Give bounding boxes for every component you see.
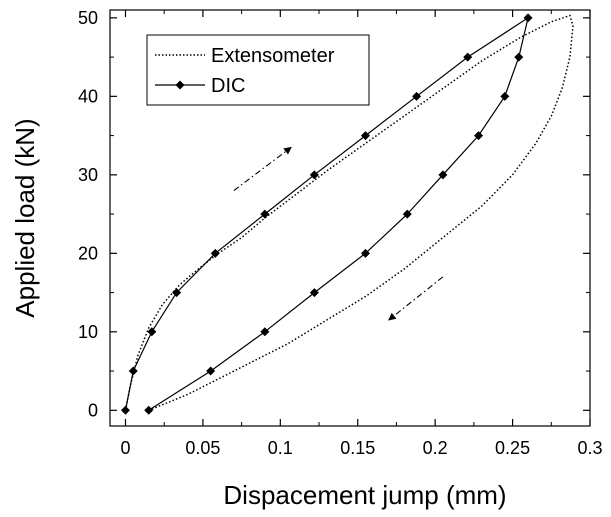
series-line-extensometer xyxy=(124,14,574,411)
data-point-dic xyxy=(500,91,510,101)
plot-frame xyxy=(109,9,591,427)
data-point-dic xyxy=(210,248,220,258)
data-point-dic xyxy=(360,248,370,258)
data-point-dic xyxy=(172,288,182,298)
data-point-dic xyxy=(128,366,138,376)
y-tick-label: 10 xyxy=(78,322,98,342)
x-tick-label: 0.05 xyxy=(185,438,220,458)
data-point-dic xyxy=(412,91,422,101)
x-tick-label: 0.15 xyxy=(340,438,375,458)
data-point-dic xyxy=(147,327,157,337)
y-tick-label: 20 xyxy=(78,243,98,263)
x-tick-label: 0.3 xyxy=(577,438,602,458)
data-point-dic xyxy=(260,327,270,337)
data-point-dic xyxy=(523,13,533,23)
y-axis-title: Applied load (kN) xyxy=(10,118,40,317)
x-tick-label: 0.25 xyxy=(495,438,530,458)
legend-box xyxy=(146,34,370,106)
legend: Extensometer DIC xyxy=(146,34,370,106)
data-point-dic xyxy=(402,209,412,219)
y-tick-label: 0 xyxy=(88,400,98,420)
x-tick-label: 0.1 xyxy=(268,438,293,458)
data-point-dic xyxy=(206,366,216,376)
tick-layer: 0 0.05 0.1 0.15 0.2 0.25 0.3 0 10 20 30 40 50 xyxy=(78,8,603,458)
data-point-dic xyxy=(360,131,370,141)
data-point-dic xyxy=(309,288,319,298)
legend-label-extensometer: Extensometer xyxy=(211,45,335,67)
y-tick-label: 50 xyxy=(78,8,98,28)
data-point-dic xyxy=(514,52,524,62)
direction-arrow xyxy=(233,146,292,191)
data-point-dic xyxy=(309,170,319,180)
y-tick-label: 40 xyxy=(78,86,98,106)
data-point-dic xyxy=(260,209,270,219)
series-layer xyxy=(120,13,574,415)
data-point-dic xyxy=(120,405,130,415)
data-point-dic xyxy=(474,131,484,141)
x-tick-label: 0.2 xyxy=(423,438,448,458)
legend-label-dic: DIC xyxy=(211,75,245,97)
direction-arrow xyxy=(388,276,444,321)
annotation-layer xyxy=(233,146,444,321)
legend-marker-dic xyxy=(175,80,185,90)
data-point-dic xyxy=(463,52,473,62)
data-point-dic xyxy=(144,405,154,415)
y-tick-label: 30 xyxy=(78,165,98,185)
x-tick-label: 0 xyxy=(120,438,130,458)
data-point-dic xyxy=(438,170,448,180)
x-axis-title: Dispacement jump (mm) xyxy=(223,480,506,510)
